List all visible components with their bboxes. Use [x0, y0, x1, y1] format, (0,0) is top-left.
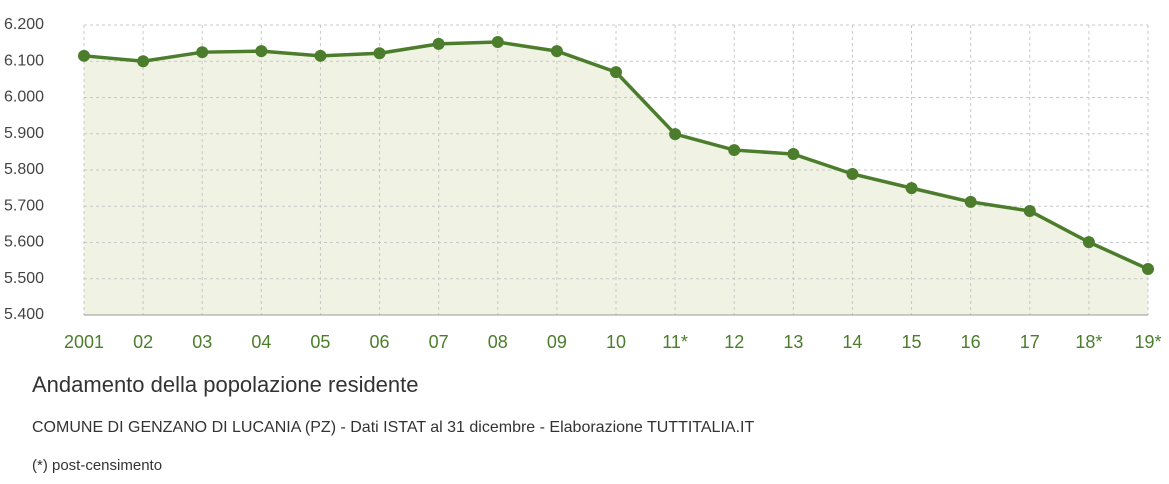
point	[432, 37, 445, 50]
point	[78, 49, 90, 62]
x-tick-label: 11*	[662, 332, 688, 352]
x-tick-label: 09	[547, 332, 567, 352]
x-tick-label: 13	[783, 332, 803, 352]
x-tick-label: 08	[488, 332, 508, 352]
point	[491, 36, 504, 49]
y-tick-label: 5.600	[4, 234, 44, 251]
x-tick-label: 18*	[1075, 332, 1102, 352]
point	[669, 128, 682, 141]
x-tick-label: 05	[310, 332, 330, 352]
point	[787, 148, 800, 161]
x-tick-label: 15	[902, 332, 922, 352]
point	[728, 144, 741, 157]
x-tick-label: 17	[1020, 332, 1040, 352]
point	[610, 66, 622, 79]
chart-title: Andamento della popolazione residente	[32, 372, 419, 397]
y-tick-label: 5.900	[4, 125, 44, 142]
point	[1023, 204, 1036, 217]
point	[196, 46, 209, 59]
point	[1082, 236, 1095, 249]
chart-subtitle: COMUNE DI GENZANO DI LUCANIA (PZ) - Dati…	[32, 419, 754, 436]
x-tick-label: 2001	[64, 332, 104, 352]
chart-note: (*) post-censimento	[32, 457, 162, 474]
point	[905, 182, 918, 195]
x-tick-label: 02	[133, 332, 153, 352]
y-tick-label: 5.500	[4, 270, 44, 287]
y-tick-label: 5.700	[4, 197, 44, 214]
x-tick-label: 06	[370, 332, 390, 352]
x-tick-label: 03	[192, 332, 212, 352]
x-tick-label: 10	[606, 332, 626, 352]
x-tick-label: 16	[961, 332, 981, 352]
point	[255, 45, 268, 58]
point	[137, 55, 150, 68]
x-tick-label: 19*	[1134, 332, 1161, 352]
point	[314, 49, 327, 62]
point	[1142, 262, 1154, 275]
point	[964, 195, 977, 208]
y-tick-label: 6.100	[4, 52, 44, 69]
area	[84, 42, 1148, 315]
point	[846, 167, 859, 180]
x-tick-label: 14	[842, 332, 862, 352]
y-tick-label: 5.800	[4, 161, 44, 178]
y-tick-label: 6.000	[4, 89, 44, 106]
y-tick-label: 6.200	[4, 16, 44, 33]
point	[550, 45, 563, 58]
point	[373, 47, 386, 60]
x-tick-label: 12	[724, 332, 744, 352]
x-tick-label: 07	[429, 332, 449, 352]
x-tick-label: 04	[251, 332, 271, 352]
y-tick-label: 5.400	[4, 306, 44, 323]
